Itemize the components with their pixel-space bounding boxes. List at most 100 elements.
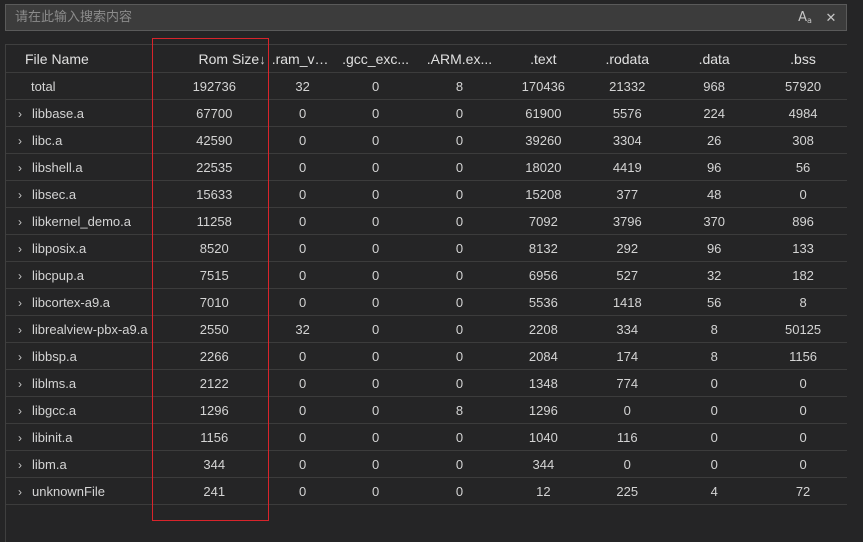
cell-arm-exidx: 0 xyxy=(455,240,464,256)
cell-gcc-except: 0 xyxy=(371,159,380,175)
cell-rom-size: 42590 xyxy=(196,132,233,148)
cell-gcc-except: 0 xyxy=(371,267,380,283)
table-row[interactable]: › libkernel_demo.a 11258 0 0 0 7092 3796 370 896 xyxy=(6,208,847,235)
chevron-right-icon[interactable]: › xyxy=(18,349,22,364)
cell-gcc-except: 0 xyxy=(371,375,380,391)
cell-file-name: › libposix.a xyxy=(6,241,157,256)
cell-bss: 1156 xyxy=(789,348,818,364)
header-ram-vector[interactable]: .ram_ve... xyxy=(271,50,334,67)
chevron-right-icon[interactable]: › xyxy=(18,322,22,337)
cell-bss: 133 xyxy=(792,240,814,256)
header-file-name[interactable]: File Name xyxy=(25,50,89,67)
cell-rom-size: 2266 xyxy=(199,348,229,364)
table-row[interactable]: › libbsp.a 2266 0 0 0 2084 174 8 1156 xyxy=(6,343,847,370)
header-rom-size[interactable]: Rom Size↓ xyxy=(157,51,272,67)
cell-ram-vector: 32 xyxy=(295,78,310,94)
cell-bss: 4984 xyxy=(788,105,818,121)
cell-bss: 8 xyxy=(799,294,807,310)
cell-text: 1040 xyxy=(528,429,558,445)
cell-rom-size: 7010 xyxy=(199,294,229,310)
cell-gcc-except: 0 xyxy=(371,213,380,229)
cell-rodata: 225 xyxy=(616,483,639,499)
chevron-right-icon[interactable]: › xyxy=(18,457,22,472)
table-row[interactable]: › libcpup.a 7515 0 0 0 6956 527 32 182 xyxy=(6,262,847,289)
table-row[interactable]: › libsec.a 15633 0 0 0 15208 377 48 0 xyxy=(6,181,847,208)
chevron-right-icon[interactable]: › xyxy=(18,214,22,229)
cell-gcc-except: 0 xyxy=(371,483,380,499)
cell-text: 1296 xyxy=(528,402,558,418)
cell-rodata: 21332 xyxy=(609,78,646,94)
chevron-right-icon[interactable]: › xyxy=(18,160,22,175)
cell-rom-size: 344 xyxy=(203,456,226,472)
chevron-right-icon[interactable]: › xyxy=(18,268,22,283)
table-row[interactable]: › libm.a 344 0 0 0 344 0 0 0 xyxy=(6,451,847,478)
table-row[interactable]: › libposix.a 8520 0 0 0 8132 292 96 133 xyxy=(6,235,847,262)
file-name-label: libposix.a xyxy=(32,240,87,256)
file-name-label: libcortex-a9.a xyxy=(32,294,111,310)
chevron-right-icon[interactable]: › xyxy=(18,106,22,121)
table-row[interactable]: › libcortex-a9.a 7010 0 0 0 5536 1418 56 8 xyxy=(6,289,847,316)
sort-descending-icon: ↓ xyxy=(259,51,266,67)
table-row[interactable]: › libshell.a 22535 0 0 0 18020 4419 96 56 xyxy=(6,154,847,181)
header-data[interactable]: .data xyxy=(698,50,730,67)
cell-rom-size: 7515 xyxy=(199,267,229,283)
header-gcc-except[interactable]: .gcc_exc... xyxy=(342,50,410,67)
cell-rodata: 527 xyxy=(616,267,639,283)
search-input[interactable] xyxy=(6,4,794,31)
chevron-right-icon[interactable]: › xyxy=(18,187,22,202)
cell-data: 0 xyxy=(710,375,718,391)
cell-rodata: 116 xyxy=(616,429,638,445)
table-row-total[interactable]: total 192736 32 0 8 170436 21332 968 579… xyxy=(6,73,847,100)
cell-file-name: › libshell.a xyxy=(6,160,157,175)
cell-file-name: › libcpup.a xyxy=(6,268,157,283)
header-arm-exidx[interactable]: .ARM.ex... xyxy=(426,50,493,67)
cell-arm-exidx: 0 xyxy=(455,132,464,148)
cell-data: 224 xyxy=(703,105,726,121)
cell-rodata: 0 xyxy=(623,402,631,418)
chevron-right-icon[interactable]: › xyxy=(18,241,22,256)
cell-gcc-except: 0 xyxy=(371,402,380,418)
cell-rom-size: 67700 xyxy=(196,105,233,121)
cell-ram-vector: 0 xyxy=(299,186,307,202)
close-icon[interactable]: ✕ xyxy=(825,9,837,25)
table-row[interactable]: › libc.a 42590 0 0 0 39260 3304 26 308 xyxy=(6,127,847,154)
chevron-right-icon[interactable]: › xyxy=(18,133,22,148)
cell-gcc-except: 0 xyxy=(371,456,380,472)
cell-ram-vector: 32 xyxy=(295,321,310,337)
cell-gcc-except: 0 xyxy=(371,321,380,337)
cell-file-name: › libbsp.a xyxy=(6,349,157,364)
table-row[interactable]: › liblms.a 2122 0 0 0 1348 774 0 0 xyxy=(6,370,847,397)
table-row[interactable]: › libgcc.a 1296 0 0 8 1296 0 0 0 xyxy=(6,397,847,424)
cell-text: 6956 xyxy=(528,267,558,283)
table-row[interactable]: › libbase.a 67700 0 0 0 61900 5576 224 4984 xyxy=(6,100,847,127)
cell-ram-vector: 0 xyxy=(299,429,307,445)
cell-ram-vector: 0 xyxy=(299,456,307,472)
cell-text: 1348 xyxy=(528,375,558,391)
chevron-right-icon[interactable]: › xyxy=(18,430,22,445)
cell-ram-vector: 0 xyxy=(299,132,307,148)
file-name-label: libshell.a xyxy=(32,159,83,175)
cell-rom-size: 1156 xyxy=(200,429,229,445)
table-header: File Name Rom Size↓ .ram_ve... .gcc_exc.… xyxy=(6,45,847,73)
cell-arm-exidx: 0 xyxy=(455,483,464,499)
chevron-right-icon[interactable]: › xyxy=(18,403,22,418)
header-bss[interactable]: .bss xyxy=(790,50,816,67)
chevron-right-icon[interactable]: › xyxy=(18,484,22,499)
cell-ram-vector: 0 xyxy=(299,105,307,121)
table-row[interactable]: › unknownFile 241 0 0 0 12 225 4 72 xyxy=(6,478,847,505)
cell-arm-exidx: 8 xyxy=(455,78,464,94)
cell-rom-size: 2122 xyxy=(199,375,229,391)
table-row[interactable]: › librealview-pbx-a9.a 2550 32 0 0 2208 334 8 501… xyxy=(6,316,847,343)
chevron-right-icon[interactable]: › xyxy=(18,295,22,310)
table-row[interactable]: › libinit.a 1156 0 0 0 1040 116 0 0 xyxy=(6,424,847,451)
file-name-label: libbase.a xyxy=(32,105,85,121)
cell-file-name: total xyxy=(31,78,56,94)
cell-rom-size: 2550 xyxy=(199,321,229,337)
cell-rodata: 1418 xyxy=(612,294,642,310)
header-text[interactable]: .text xyxy=(530,50,557,67)
chevron-right-icon[interactable]: › xyxy=(18,376,22,391)
cell-bss: 0 xyxy=(799,375,807,391)
header-rodata[interactable]: .rodata xyxy=(605,50,650,67)
cell-file-name: › libm.a xyxy=(6,457,157,472)
